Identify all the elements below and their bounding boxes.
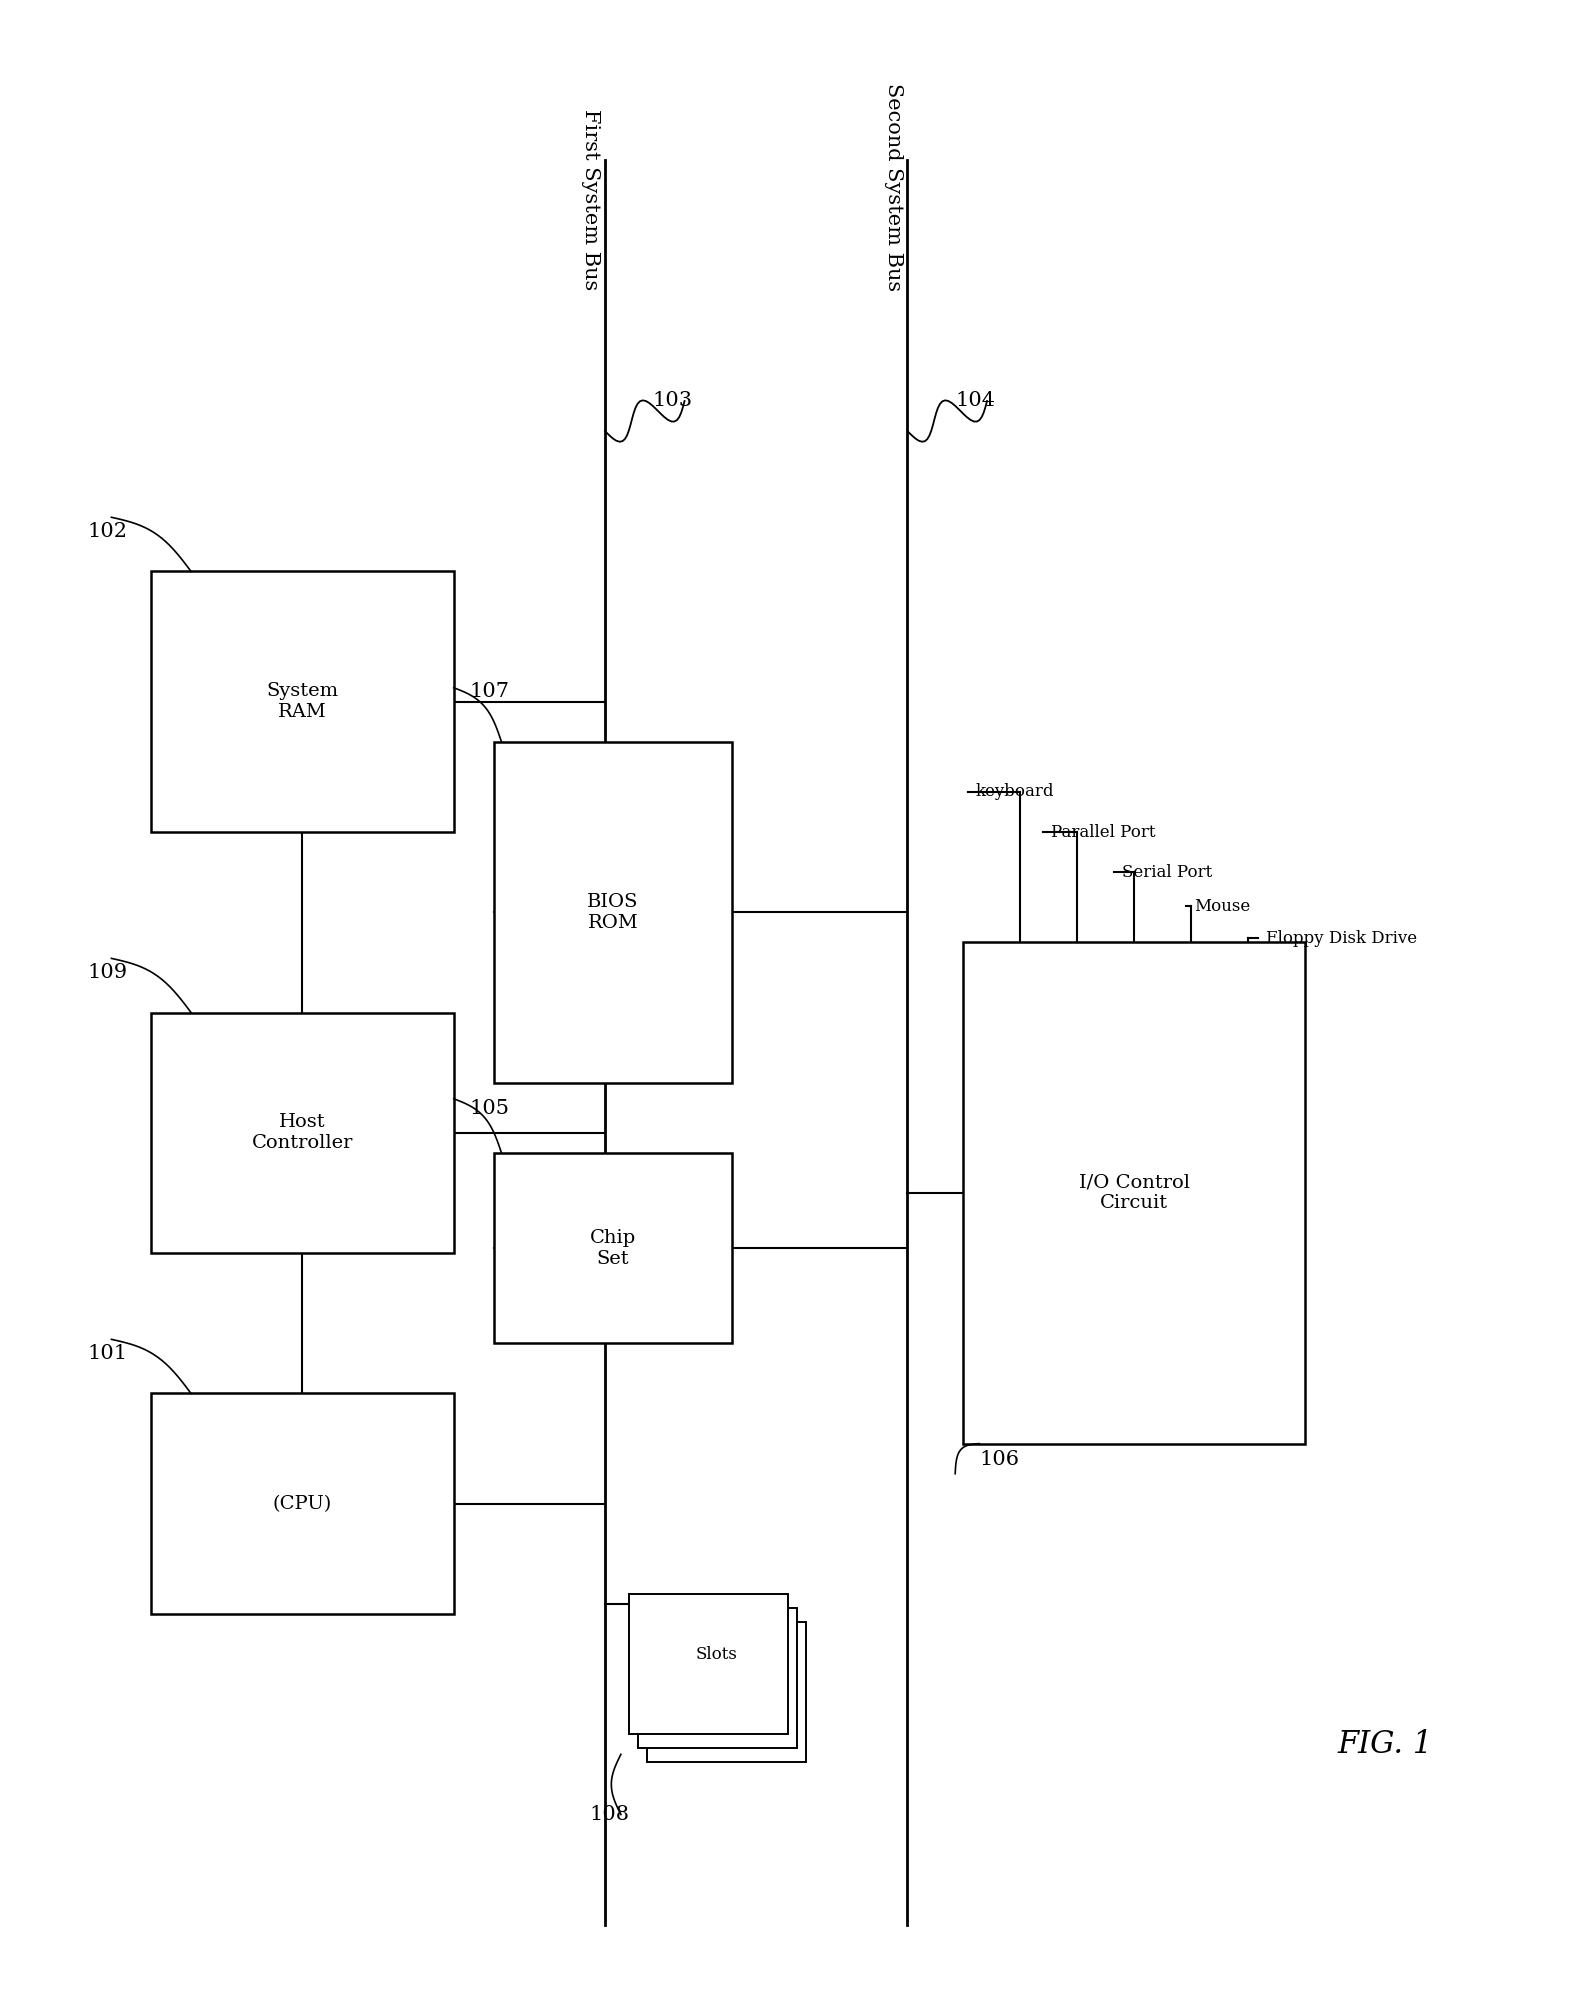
Text: First System Bus: First System Bus xyxy=(581,110,600,291)
Text: 107: 107 xyxy=(470,682,509,702)
Text: Serial Port: Serial Port xyxy=(1122,864,1213,880)
Text: Slots: Slots xyxy=(696,1646,737,1662)
Polygon shape xyxy=(629,1594,788,1734)
Text: 105: 105 xyxy=(470,1099,509,1119)
Polygon shape xyxy=(151,571,454,832)
Text: 109: 109 xyxy=(88,962,127,982)
Text: I/O Control
Circuit: I/O Control Circuit xyxy=(1079,1173,1189,1213)
Text: (CPU): (CPU) xyxy=(272,1496,333,1512)
Text: FIG. 1: FIG. 1 xyxy=(1337,1728,1433,1760)
Text: Chip
Set: Chip Set xyxy=(589,1229,637,1267)
Text: keyboard: keyboard xyxy=(976,784,1054,800)
Polygon shape xyxy=(151,1393,454,1614)
Text: Parallel Port: Parallel Port xyxy=(1051,824,1156,840)
Text: Second System Bus: Second System Bus xyxy=(884,82,903,291)
Text: 103: 103 xyxy=(653,391,693,411)
Polygon shape xyxy=(151,1013,454,1253)
Text: 102: 102 xyxy=(88,521,127,541)
Text: 108: 108 xyxy=(589,1804,629,1825)
Polygon shape xyxy=(638,1608,798,1748)
Polygon shape xyxy=(494,1153,732,1343)
Text: 106: 106 xyxy=(979,1450,1019,1470)
Polygon shape xyxy=(494,742,732,1083)
Text: Mouse: Mouse xyxy=(1194,898,1250,914)
Text: System
RAM: System RAM xyxy=(266,682,339,722)
Polygon shape xyxy=(963,942,1305,1444)
Text: BIOS
ROM: BIOS ROM xyxy=(587,892,638,932)
Text: 104: 104 xyxy=(955,391,995,411)
Polygon shape xyxy=(646,1622,806,1762)
Text: Floppy Disk Drive: Floppy Disk Drive xyxy=(1266,930,1417,946)
Text: 101: 101 xyxy=(88,1343,127,1363)
Text: Host
Controller: Host Controller xyxy=(252,1113,353,1153)
